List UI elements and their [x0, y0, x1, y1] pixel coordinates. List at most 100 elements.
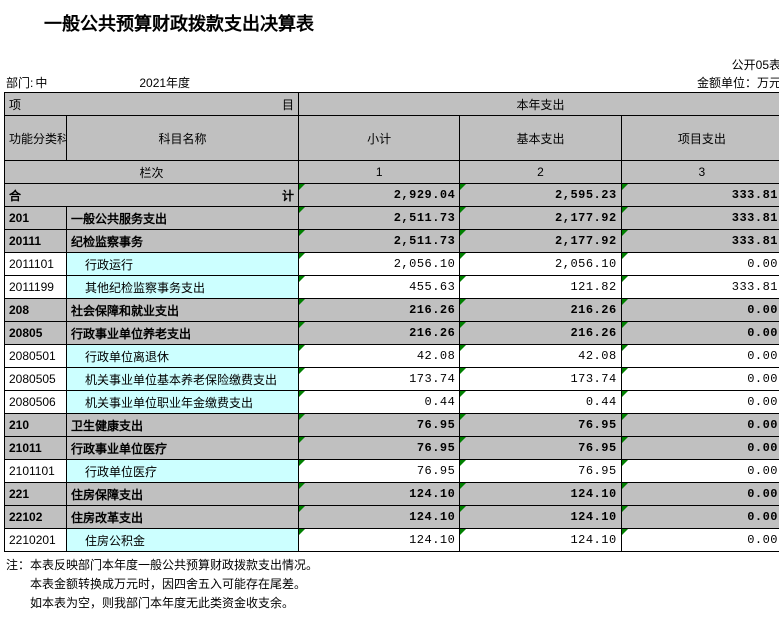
hdr-c1: 1 [299, 161, 460, 184]
row-name: 纪检监察事务 [67, 230, 299, 253]
total-row: 合 计 2,929.04 2,595.23 333.81 [5, 184, 779, 207]
meta-top: 公开05表 [4, 56, 779, 74]
row-code: 2210201 [5, 529, 67, 552]
row-code: 2080505 [5, 368, 67, 391]
row-code: 2011101 [5, 253, 67, 276]
row-name: 行政单位离退休 [67, 345, 299, 368]
table-row: 2080505机关事业单位基本养老保险缴费支出173.74173.740.00 [5, 368, 779, 391]
table-row: 208社会保障和就业支出216.26216.260.00 [5, 299, 779, 322]
row-v1: 124.10 [299, 483, 460, 506]
row-v3: 0.00 [621, 529, 779, 552]
hdr-this-year: 本年支出 [299, 93, 779, 116]
row-code: 201 [5, 207, 67, 230]
row-name: 住房公积金 [67, 529, 299, 552]
row-name: 行政事业单位医疗 [67, 437, 299, 460]
hdr-lane: 栏次 [5, 161, 299, 184]
hdr-c2: 2 [460, 161, 621, 184]
row-code: 2080501 [5, 345, 67, 368]
table-row: 21011行政事业单位医疗76.9576.950.00 [5, 437, 779, 460]
row-code: 208 [5, 299, 67, 322]
row-v3: 333.81 [621, 207, 779, 230]
budget-table: 项 目 本年支出 功能分类科目编码 科目名称 小计 基本支出 项目支出 栏次 1… [4, 92, 779, 552]
row-code: 21011 [5, 437, 67, 460]
row-v3: 0.00 [621, 299, 779, 322]
row-v2: 2,056.10 [460, 253, 621, 276]
row-name: 住房保障支出 [67, 483, 299, 506]
note-2: 本表金额转换成万元时，因四舍五入可能存在尾差。 [6, 575, 779, 594]
table-row: 210卫生健康支出76.9576.950.00 [5, 414, 779, 437]
total-label-r: 计 [282, 187, 294, 204]
row-v1: 76.95 [299, 414, 460, 437]
row-name: 行政单位医疗 [67, 460, 299, 483]
note-3: 如本表为空，则我部门本年度无此类资金收支余。 [6, 594, 779, 613]
row-name: 行政运行 [67, 253, 299, 276]
header-row-1: 项 目 本年支出 [5, 93, 779, 116]
table-row: 2210201住房公积金124.10124.100.00 [5, 529, 779, 552]
row-v3: 0.00 [621, 368, 779, 391]
total-v3: 333.81 [621, 184, 779, 207]
row-v3: 0.00 [621, 460, 779, 483]
row-code: 2101101 [5, 460, 67, 483]
row-v3: 0.00 [621, 483, 779, 506]
row-v3: 0.00 [621, 322, 779, 345]
row-v3: 0.00 [621, 437, 779, 460]
row-name: 其他纪检监察事务支出 [67, 276, 299, 299]
header-row-3: 栏次 1 2 3 [5, 161, 779, 184]
table-row: 221住房保障支出124.10124.100.00 [5, 483, 779, 506]
table-row: 22102住房改革支出124.10124.100.00 [5, 506, 779, 529]
total-v2: 2,595.23 [460, 184, 621, 207]
row-v2: 216.26 [460, 299, 621, 322]
row-v2: 2,177.92 [460, 207, 621, 230]
table-row: 2011101行政运行2,056.102,056.100.00 [5, 253, 779, 276]
row-name: 机关事业单位基本养老保险缴费支出 [67, 368, 299, 391]
hdr-project: 项 [9, 98, 21, 112]
header-row-2: 功能分类科目编码 科目名称 小计 基本支出 项目支出 [5, 116, 779, 161]
hdr-subtotal: 小计 [299, 116, 460, 161]
row-v2: 76.95 [460, 414, 621, 437]
note-1: 注：本表反映部门本年度一般公共预算财政拨款支出情况。 [6, 556, 779, 575]
row-name: 行政事业单位养老支出 [67, 322, 299, 345]
page-title: 一般公共预算财政拨款支出决算表 [4, 4, 779, 56]
row-v3: 333.81 [621, 230, 779, 253]
row-code: 210 [5, 414, 67, 437]
row-v2: 173.74 [460, 368, 621, 391]
row-v1: 2,511.73 [299, 207, 460, 230]
row-v3: 0.00 [621, 391, 779, 414]
hdr-subj-name: 科目名称 [67, 116, 299, 161]
row-v1: 0.44 [299, 391, 460, 414]
row-v1: 76.95 [299, 460, 460, 483]
row-code: 221 [5, 483, 67, 506]
row-code: 22102 [5, 506, 67, 529]
row-name: 卫生健康支出 [67, 414, 299, 437]
hdr-c3: 3 [621, 161, 779, 184]
row-code: 2080506 [5, 391, 67, 414]
footnotes: 注：本表反映部门本年度一般公共预算财政拨款支出情况。 本表金额转换成万元时，因四… [4, 552, 779, 614]
total-v1: 2,929.04 [299, 184, 460, 207]
row-v3: 0.00 [621, 253, 779, 276]
table-row: 2011199其他纪检监察事务支出455.63121.82333.81 [5, 276, 779, 299]
table-row: 20805行政事业单位养老支出216.26216.260.00 [5, 322, 779, 345]
row-name: 机关事业单位职业年金缴费支出 [67, 391, 299, 414]
row-v2: 124.10 [460, 506, 621, 529]
row-v2: 121.82 [460, 276, 621, 299]
hdr-project-exp: 项目支出 [621, 116, 779, 161]
table-row: 20111纪检监察事务2,511.732,177.92333.81 [5, 230, 779, 253]
row-v1: 2,056.10 [299, 253, 460, 276]
row-v2: 124.10 [460, 483, 621, 506]
row-v1: 124.10 [299, 506, 460, 529]
row-name: 住房改革支出 [67, 506, 299, 529]
total-label-l: 合 [9, 189, 21, 203]
meta-bottom: 部门: 2021年度 金额单位：万元 [4, 74, 779, 92]
row-v1: 216.26 [299, 322, 460, 345]
year-label: 2021年度 [139, 74, 190, 91]
row-v1: 124.10 [299, 529, 460, 552]
row-v1: 42.08 [299, 345, 460, 368]
row-v3: 0.00 [621, 345, 779, 368]
hdr-func-code: 功能分类科目编码 [5, 116, 67, 161]
table-row: 2080501行政单位离退休42.0842.080.00 [5, 345, 779, 368]
form-number: 公开05表 [732, 56, 779, 73]
row-name: 一般公共服务支出 [67, 207, 299, 230]
row-v2: 0.44 [460, 391, 621, 414]
dept-input[interactable] [35, 74, 65, 91]
row-v2: 216.26 [460, 322, 621, 345]
